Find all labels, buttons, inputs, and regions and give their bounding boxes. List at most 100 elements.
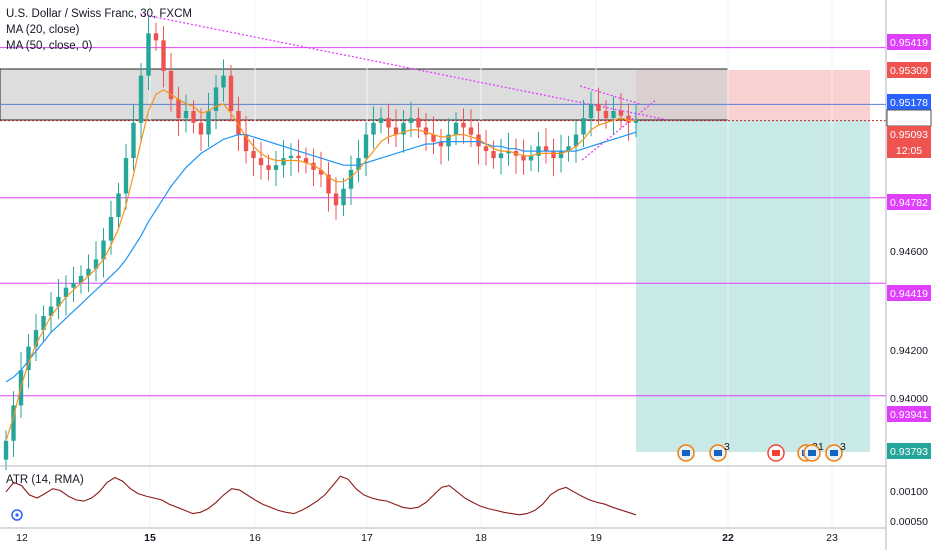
candle-body (86, 268, 91, 276)
candle-body (311, 162, 316, 170)
price-label-target-bg (887, 443, 931, 459)
candle-body (371, 122, 376, 135)
candle-body (423, 127, 429, 135)
price-label-box-top-bg (887, 62, 931, 78)
time-tick: 15 (144, 532, 156, 544)
symbol-title: U.S. Dollar / Swiss Franc, 30, FXCM (6, 8, 192, 20)
candle-body (33, 330, 39, 347)
candle-body (468, 127, 474, 135)
price-tick: 0.94600 (890, 246, 928, 258)
event-badge (767, 444, 785, 462)
candle-body (618, 111, 624, 116)
candle-body (333, 193, 339, 206)
candle-body (48, 306, 54, 316)
candle-body (416, 118, 421, 128)
candle-body (131, 122, 136, 159)
candle-body (221, 75, 226, 88)
candle-body (56, 297, 61, 307)
price-label-level-2-bg (887, 194, 931, 210)
price-label-level-2: 0.94782 (887, 194, 931, 210)
ma50-line (5, 131, 637, 383)
candle-body (566, 146, 571, 152)
candle-body (438, 141, 444, 147)
horizontal-levels (0, 47, 886, 397)
candle-body (228, 75, 234, 112)
event-badge-mark (772, 450, 780, 456)
candle-body (41, 315, 46, 331)
candle-body (363, 134, 369, 159)
candle-body (168, 70, 174, 100)
candle-body (288, 155, 294, 159)
price-label-target: 0.93793 (887, 443, 931, 459)
candle-body (633, 120, 639, 123)
candle-body (386, 118, 391, 128)
settings-icon[interactable] (11, 509, 23, 521)
candle-body (596, 103, 601, 112)
candle-body (551, 151, 556, 159)
time-axis: 12 15 16 17 18 19 22 23 (16, 532, 838, 544)
ma20-legend: MA (20, close) (6, 24, 80, 36)
time-tick: 16 (249, 532, 261, 544)
time-tick: 22 (722, 532, 734, 544)
candle-body (573, 134, 579, 147)
candle-body (521, 155, 526, 161)
target-zone[interactable] (636, 120, 870, 452)
candle-body (603, 111, 609, 119)
candle-body (588, 103, 594, 119)
candle-body (116, 193, 121, 218)
event-badge-mark (808, 450, 816, 456)
event-badge (677, 444, 695, 462)
price-tick: 0.94200 (890, 345, 928, 357)
price-label-current-bg (887, 126, 931, 142)
price-axis: 0.95419 0.95309 0.95178 0.95109 0.95093 12:05… (886, 34, 932, 459)
event-badge-mark (830, 450, 838, 456)
price-label-countdown-text: 12:05 (896, 145, 922, 157)
price-label-level-1: 0.95419 (887, 34, 931, 50)
candle-body (78, 275, 84, 283)
candle-body (3, 440, 9, 460)
candle-body (348, 169, 354, 189)
price-label-current: 0.95093 (887, 126, 931, 142)
candle-body (528, 155, 534, 161)
candle-body (251, 151, 256, 159)
event-count: 3 (840, 441, 846, 453)
candle-body (26, 346, 31, 371)
candle-body (146, 33, 151, 76)
candle-body (191, 111, 196, 123)
candle-body (356, 158, 361, 170)
price-label-level-3-text: 0.94419 (890, 288, 928, 300)
candle-body (266, 165, 271, 170)
event-badge-mark (682, 450, 690, 456)
event-badges: 3213 (677, 441, 846, 462)
price-label-countdown: 12:05 (887, 142, 931, 158)
candle-body (543, 146, 549, 152)
candle-body (11, 405, 16, 441)
candle-body (611, 111, 616, 119)
candle-body (236, 111, 241, 135)
price-label-level-3: 0.94419 (887, 285, 931, 301)
event-badge: 1 (803, 441, 824, 462)
event-badge-mark (714, 450, 722, 456)
price-label-blue-bg (887, 94, 931, 110)
trendline-upper (139, 13, 669, 121)
candle-body (453, 122, 459, 135)
ma50-legend: MA (50, close, 0) (6, 40, 93, 52)
trendlines (139, 13, 669, 161)
candle-body (183, 111, 189, 119)
candle-body (446, 134, 451, 147)
candle-body (153, 33, 159, 41)
candle-body (408, 118, 414, 123)
time-tick: 23 (826, 532, 838, 544)
price-label-level-3-bg (887, 285, 931, 301)
candle-body (71, 282, 76, 288)
candle-body (581, 118, 586, 135)
candle-body (213, 87, 219, 112)
candle-body (243, 134, 249, 152)
time-tick: 12 (16, 532, 28, 544)
candle-body (206, 111, 211, 135)
candle-body (108, 217, 114, 241)
candle-body (506, 151, 511, 154)
candle-body (461, 122, 466, 128)
candle-body (296, 155, 301, 159)
